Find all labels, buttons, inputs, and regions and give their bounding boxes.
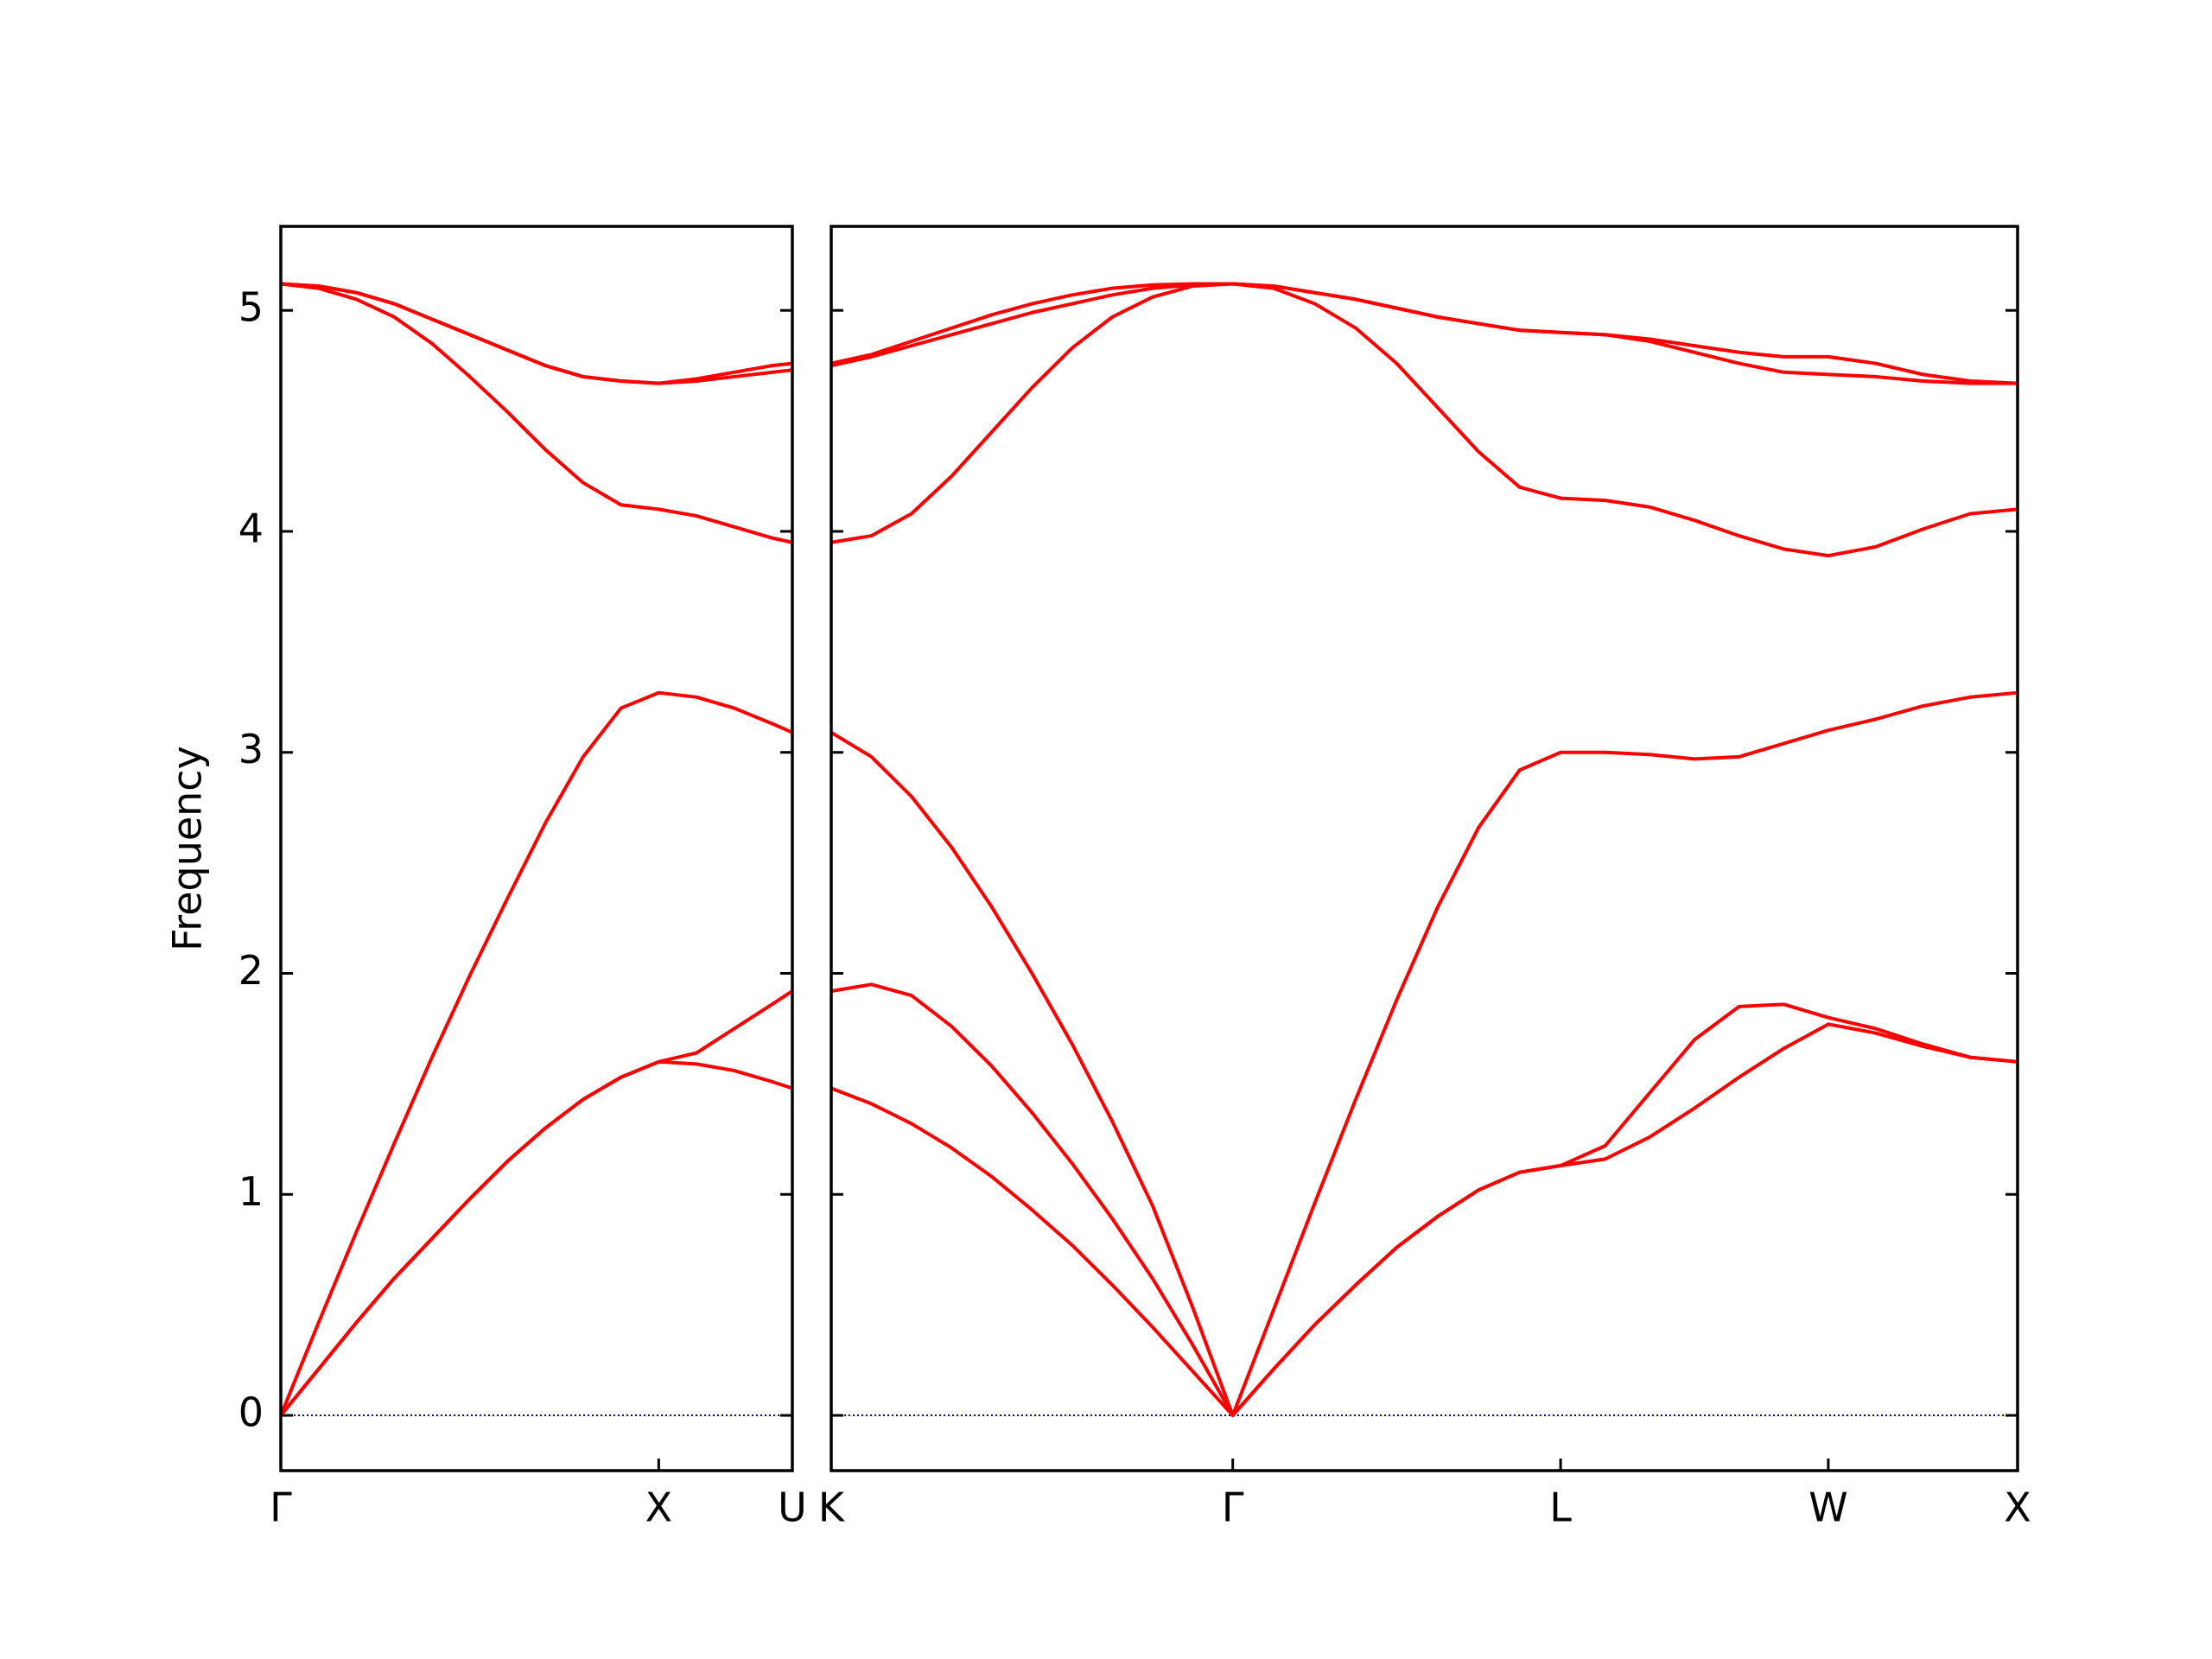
x-tick-label: Γ bbox=[270, 1484, 292, 1531]
band-line bbox=[830, 282, 2018, 385]
x-tick-label: W bbox=[1808, 1484, 1847, 1531]
band-line bbox=[280, 282, 793, 544]
y-tick-label: 4 bbox=[238, 505, 264, 551]
x-tick-label: L bbox=[1549, 1484, 1572, 1531]
x-tick-label: X bbox=[2004, 1484, 2031, 1531]
y-tick-label: 2 bbox=[238, 947, 264, 994]
plot-frame bbox=[830, 225, 2019, 1472]
y-axis-label: Frequency bbox=[164, 746, 211, 951]
band-line bbox=[830, 282, 2018, 385]
band-line bbox=[830, 1022, 2018, 1418]
y-tick-label: 5 bbox=[238, 284, 264, 331]
band-line bbox=[279, 989, 794, 1417]
band-line bbox=[830, 982, 2018, 1418]
band-line bbox=[279, 1059, 793, 1417]
band-line bbox=[280, 282, 793, 385]
band-line bbox=[830, 690, 2018, 1418]
x-tick-label: U bbox=[778, 1484, 807, 1531]
plot-frame bbox=[279, 225, 794, 1472]
band-line bbox=[830, 282, 2018, 558]
y-tick-label: 0 bbox=[238, 1389, 264, 1436]
band-line bbox=[279, 690, 793, 1416]
y-tick-label: 3 bbox=[238, 726, 264, 772]
y-tick-label: 1 bbox=[238, 1168, 264, 1215]
x-tick-label: K bbox=[818, 1484, 846, 1531]
x-tick-label: Γ bbox=[1222, 1484, 1244, 1531]
x-tick-label: X bbox=[645, 1484, 673, 1531]
